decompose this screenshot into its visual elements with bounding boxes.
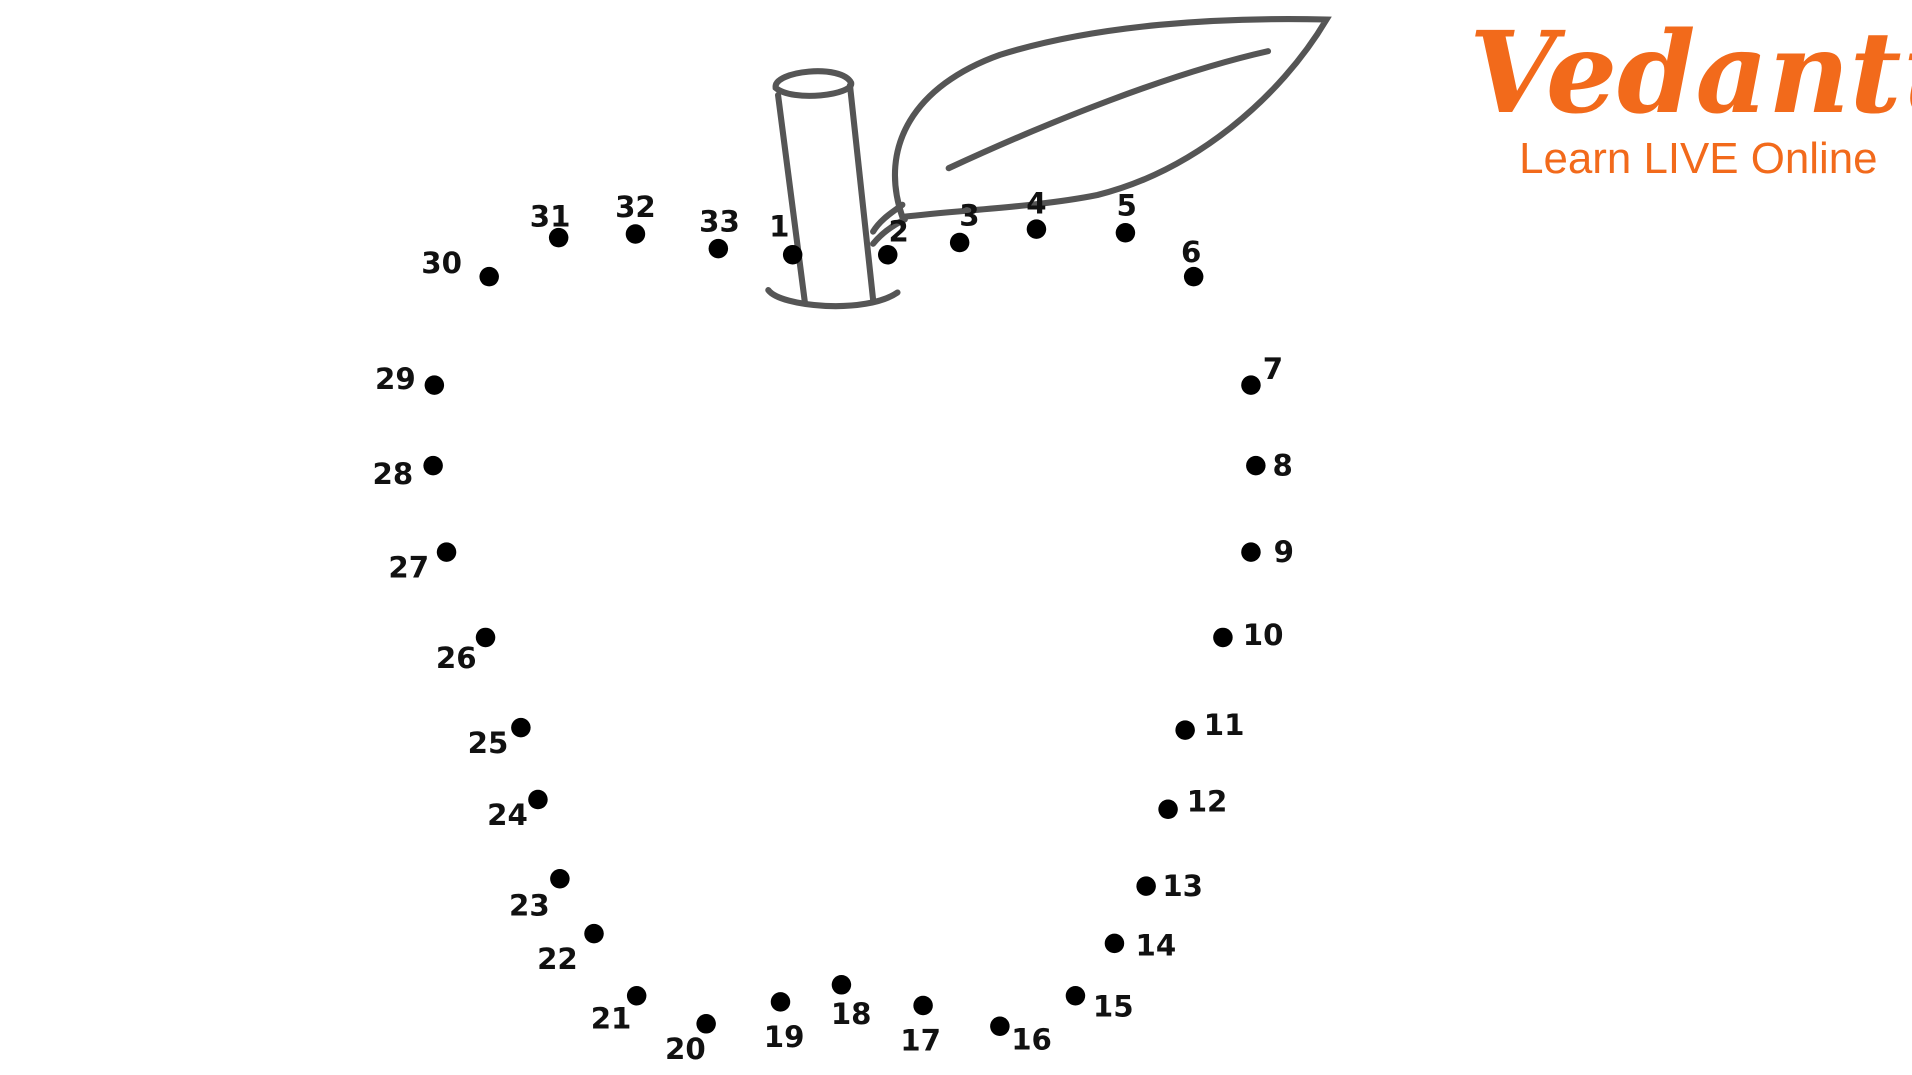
dot-label: 27	[388, 551, 429, 585]
dot-label: 31	[530, 200, 571, 234]
logo-tagline: Learn LIVE Online	[1519, 134, 1877, 183]
dot-18	[831, 975, 852, 995]
dot-20	[696, 1014, 716, 1034]
dot-label: 30	[421, 246, 462, 280]
dot-label: 16	[1011, 1022, 1052, 1056]
dot-2	[877, 244, 898, 265]
dot-label: 20	[665, 1032, 706, 1066]
dot-label: 29	[375, 362, 416, 396]
dot-label: 9	[1274, 535, 1294, 569]
dot-label: 23	[509, 888, 550, 922]
dot-24	[528, 789, 548, 810]
dot-label: 5	[1116, 189, 1136, 223]
dot-33	[708, 238, 729, 259]
dot-label: 4	[1026, 186, 1046, 220]
dot-label: 3	[959, 198, 979, 232]
dot-26	[475, 627, 496, 648]
dot-11	[1175, 720, 1195, 740]
dots-group: 1 2 3 4 567891011121314151617181920212223242…	[373, 186, 1294, 1066]
dot-label: 2	[889, 214, 909, 248]
dot-label: 11	[1204, 708, 1245, 742]
dot-15	[1065, 986, 1086, 1006]
dot-19	[770, 992, 791, 1012]
dot-14	[1104, 933, 1125, 954]
dot-label: 10	[1243, 618, 1284, 652]
dot-label: 8	[1272, 448, 1292, 482]
dot-17	[913, 995, 933, 1016]
leaf	[891, 16, 1332, 221]
dot-label: 32	[615, 190, 656, 224]
dot-5	[1115, 223, 1136, 243]
dot-1	[782, 244, 803, 265]
dot-label: 12	[1187, 785, 1228, 819]
dot-label: 33	[699, 205, 740, 239]
dot-32	[625, 224, 646, 244]
dot-31	[548, 227, 569, 248]
logo-brand: Vedantu	[1469, 8, 1912, 139]
dot-3	[949, 232, 970, 253]
dot-label: 13	[1162, 869, 1203, 903]
dot-6	[1183, 266, 1204, 287]
dot-23	[550, 869, 570, 889]
dot-label: 6	[1181, 235, 1201, 269]
dot-label: 21	[591, 1002, 632, 1036]
dot-8	[1246, 455, 1266, 476]
dot-7	[1241, 375, 1261, 395]
dot-label: 15	[1093, 989, 1134, 1023]
dot-label: 25	[468, 726, 509, 760]
dot-13	[1136, 876, 1156, 896]
dot-label: 22	[537, 942, 578, 976]
dot-10	[1213, 627, 1233, 648]
dot-25	[511, 717, 531, 738]
dot-4	[1026, 219, 1047, 239]
dot-28	[423, 455, 443, 476]
dot-30	[479, 266, 499, 287]
dot-label: 28	[373, 457, 414, 491]
dot-label: 17	[900, 1024, 941, 1058]
vedantu-logo: Vedantu Learn LIVE Online	[1469, 8, 1912, 183]
dot-label: 1	[769, 209, 789, 243]
dot-label: 19	[764, 1020, 805, 1054]
dot-9	[1241, 542, 1261, 562]
dot-29	[424, 375, 445, 395]
dot-label: 26	[436, 641, 477, 675]
dot-label: 7	[1263, 352, 1283, 386]
dot-21	[626, 986, 647, 1006]
apple-stem	[765, 68, 908, 310]
dot-16	[990, 1016, 1010, 1036]
dot-label: 18	[831, 997, 872, 1031]
dot-label: 14	[1136, 929, 1177, 963]
dot-27	[436, 542, 457, 562]
dot-12	[1158, 799, 1178, 820]
dot-label: 24	[487, 798, 528, 832]
dot-22	[584, 923, 604, 944]
